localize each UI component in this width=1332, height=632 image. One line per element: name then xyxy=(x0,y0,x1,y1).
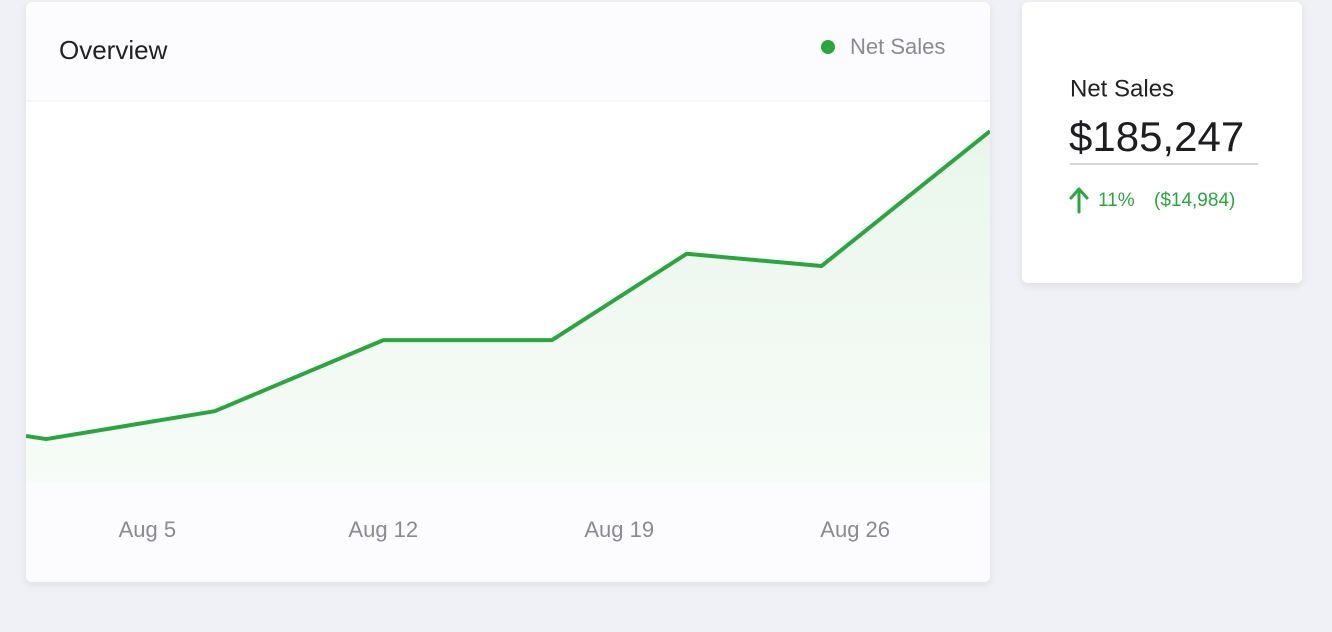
kpi-change-percent: 11% xyxy=(1098,190,1135,211)
plot xyxy=(26,129,990,483)
overview-card: Overview Net Sales Aug 5 Aug 12 Aug 19 Aug … xyxy=(26,2,990,582)
chart-title: Overview xyxy=(59,35,168,65)
kpi-card: Net Sales $185,247 11% ($14,984) xyxy=(1022,2,1302,283)
legend-swatch xyxy=(821,40,835,54)
x-tick-label: Aug 5 xyxy=(119,517,177,542)
legend-label[interactable]: Net Sales xyxy=(850,34,945,59)
line xyxy=(26,129,990,442)
x-tick-label: Aug 19 xyxy=(584,517,654,542)
area xyxy=(26,131,990,483)
x-axis: Aug 5 Aug 12 Aug 19 Aug 26 xyxy=(119,517,890,542)
card-background xyxy=(1022,2,1302,283)
x-tick-label: Aug 26 xyxy=(820,517,890,542)
kpi-value[interactable]: $185,247 xyxy=(1069,113,1244,160)
up-arrow-icon xyxy=(1069,187,1089,214)
kpi-change-amount: ($14,984) xyxy=(1154,190,1235,211)
kpi-title: Net Sales xyxy=(1070,75,1174,102)
x-tick-label: Aug 12 xyxy=(348,517,418,542)
